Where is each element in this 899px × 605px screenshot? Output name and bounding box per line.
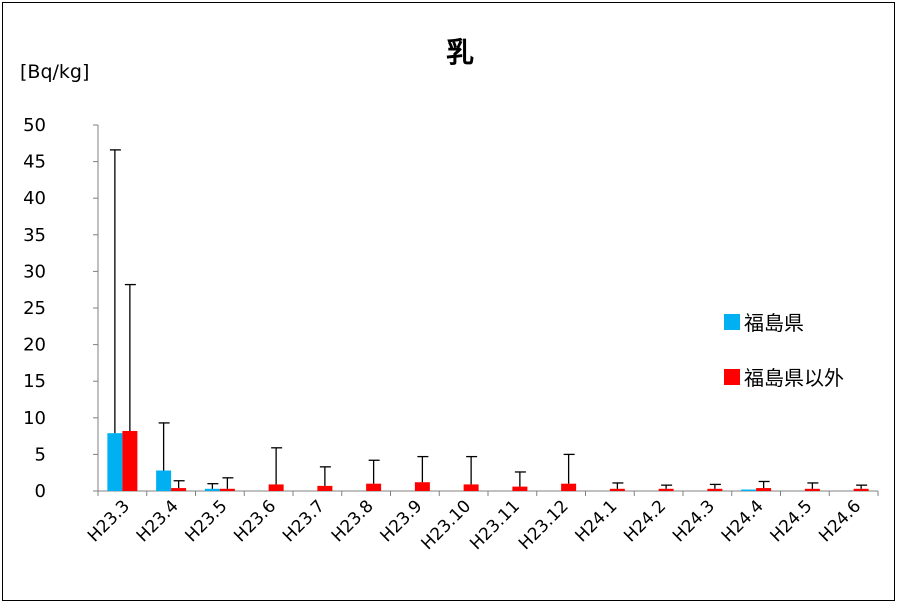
x-tick-label: H23.5 (181, 496, 231, 546)
y-tick-label: 35 (23, 225, 46, 246)
bar (658, 488, 674, 491)
legend: 福島県 福島県以外 (724, 311, 844, 390)
error-bars (109, 149, 868, 489)
x-tick-label: H23.10 (418, 496, 476, 554)
x-tick-label: H23.8 (328, 496, 378, 546)
bar (741, 489, 757, 491)
legend-swatch-fukushima (724, 314, 740, 330)
y-tick-label: 15 (23, 371, 46, 392)
y-tick-label: 5 (35, 444, 46, 465)
x-tick-label: H24.4 (718, 496, 768, 546)
x-tick-labels: H23.3H23.4H23.5H23.6H23.7H23.8H23.9H23.1… (84, 496, 865, 554)
legend-label-outside-fukushima: 福島県以外 (744, 366, 844, 390)
bar (156, 470, 172, 491)
y-tick-label: 10 (23, 408, 46, 429)
y-tick-label: 50 (23, 115, 46, 136)
x-tick-label: H23.4 (133, 496, 183, 546)
bar (171, 488, 187, 491)
bar (853, 488, 869, 491)
y-tick-label: 40 (23, 188, 46, 209)
y-tick-label: 0 (35, 481, 46, 502)
y-tick-label: 20 (23, 335, 46, 356)
legend-label-fukushima: 福島県 (744, 311, 804, 335)
x-tick-label: H24.5 (766, 496, 816, 546)
x-tick-label: H24.2 (620, 496, 670, 546)
bar (609, 488, 625, 491)
bar (414, 482, 430, 491)
x-tick-label: H24.3 (669, 496, 719, 546)
x-tick-label: H24.6 (815, 496, 865, 546)
bars (107, 430, 869, 491)
bar (707, 488, 723, 491)
bar (268, 484, 284, 491)
bar (204, 488, 220, 491)
bar (219, 488, 235, 491)
chart-title: 乳 (446, 36, 474, 69)
bar (561, 483, 577, 491)
y-axis-unit-label: [Bq/kg] (20, 61, 89, 83)
x-tick-label: H23.11 (466, 496, 524, 554)
y-tick-labels: 0 5 10 15 20 25 30 35 40 45 50 (23, 115, 46, 502)
bar (512, 486, 528, 491)
bar (317, 485, 333, 491)
x-tick-label: H24.1 (571, 496, 621, 546)
x-tick-label: H23.7 (279, 496, 329, 546)
y-tick-label: 30 (23, 261, 46, 282)
bar (804, 488, 820, 491)
x-tick-label: H23.12 (515, 496, 573, 554)
bar (756, 488, 772, 491)
legend-swatch-outside-fukushima (724, 369, 740, 385)
y-tick-label: 25 (23, 298, 46, 319)
y-tick-label: 45 (23, 152, 46, 173)
bar (366, 483, 382, 491)
x-tick-label: H23.6 (230, 496, 280, 546)
bar (107, 433, 123, 491)
x-tick-label: H23.3 (84, 496, 134, 546)
bar (463, 484, 479, 491)
bar (122, 430, 138, 491)
